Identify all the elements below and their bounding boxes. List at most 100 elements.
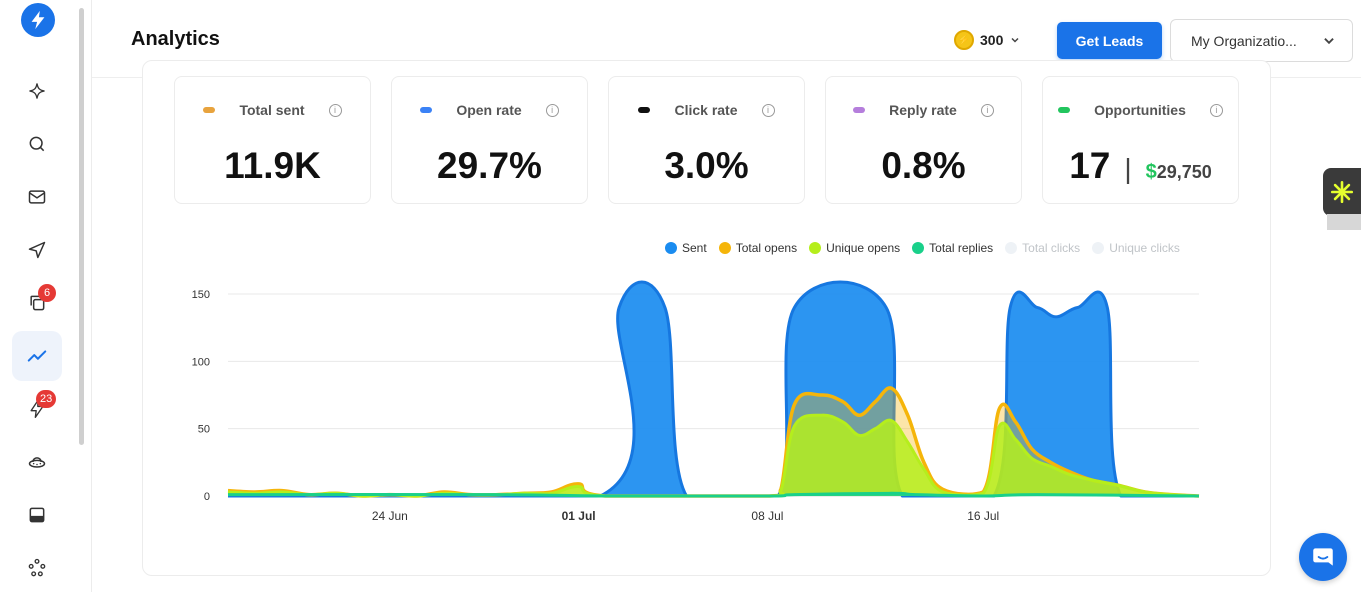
sidebar-item-search[interactable] <box>12 119 62 169</box>
info-icon[interactable]: i <box>545 103 559 117</box>
copy-icon <box>30 295 45 311</box>
stat-card-reply-rate: Reply rate i 0.8% <box>825 76 1022 204</box>
stat-label: Open rate <box>456 102 522 118</box>
stat-label: Opportunities <box>1094 102 1186 118</box>
legend-label: Sent <box>682 241 707 255</box>
sidebar-item-send[interactable] <box>12 225 62 275</box>
legend-label: Unique opens <box>826 241 901 255</box>
chat-button[interactable] <box>1299 533 1347 581</box>
legend-swatch <box>912 242 925 254</box>
search-icon <box>29 136 45 152</box>
legend-swatch <box>1092 242 1105 254</box>
analytics-icon <box>27 350 47 362</box>
series-area-unique-opens <box>228 415 1199 496</box>
sidebar-item-network[interactable] <box>12 543 62 593</box>
sidebar-item-sparkle[interactable] <box>12 66 62 116</box>
info-icon[interactable]: i <box>980 103 994 117</box>
bolt-icon <box>30 400 44 418</box>
asterisk-icon <box>1330 180 1354 204</box>
stat-label: Click rate <box>674 102 738 118</box>
x-tick-label: 08 Jul <box>751 509 783 523</box>
legend-label: Total replies <box>929 241 994 255</box>
analytics-chart: 150 100 50 0 24 Jun 01 Jul 08 Jul 16 Jul <box>192 280 1200 523</box>
get-leads-button[interactable]: Get Leads <box>1057 22 1162 59</box>
series-dot <box>853 107 866 113</box>
chat-icon <box>1313 548 1333 566</box>
legend-label: Total opens <box>735 241 798 255</box>
inbox-icon <box>29 507 45 523</box>
legend-swatch <box>809 242 822 254</box>
series-dot <box>420 107 433 113</box>
stat-value: 0.8% <box>881 145 966 186</box>
series-dot <box>1058 107 1071 113</box>
x-tick-label: 16 Jul <box>967 509 999 523</box>
info-icon[interactable]: i <box>761 103 775 117</box>
y-tick-label: 50 <box>198 424 210 436</box>
opportunities-amount: $29,750 <box>1146 161 1212 184</box>
sidebar: 6 23 <box>0 0 92 592</box>
coin-icon: ⚡ <box>954 30 974 50</box>
y-tick-label: 0 <box>204 491 210 503</box>
page-title: Analytics <box>131 28 220 50</box>
opportunities-value: 17 | $29,750 <box>1043 145 1238 187</box>
opportunities-money: 29,750 <box>1156 162 1212 182</box>
sidebar-item-inbox[interactable] <box>12 490 62 540</box>
y-tick-label: 150 <box>192 289 210 301</box>
legend-item[interactable]: Unique clicks <box>1092 241 1180 255</box>
mail-icon <box>28 190 46 204</box>
stat-label: Reply rate <box>889 102 957 118</box>
app-logo[interactable] <box>21 3 55 37</box>
stat-card-click-rate: Click rate i 3.0% <box>608 76 805 204</box>
info-icon[interactable]: i <box>1209 103 1223 117</box>
organization-select[interactable]: My Organizatio... <box>1170 19 1353 62</box>
legend-swatch <box>1005 242 1018 254</box>
legend-label: Unique clicks <box>1109 241 1180 255</box>
chart-legend: Sent Total opens Unique opens Total replies… <box>665 241 1180 255</box>
stat-card-opportunities: Opportunities i 17 | $29,750 <box>1042 76 1239 204</box>
send-icon <box>28 241 46 259</box>
feedback-widget-tab <box>1327 214 1361 230</box>
series-line-sent <box>227 280 1199 498</box>
series-line-total-replies <box>227 491 1200 498</box>
stat-value: 29.7% <box>437 145 542 186</box>
notification-badge: 6 <box>38 284 56 302</box>
divider: | <box>1124 153 1132 184</box>
sidebar-item-bolt[interactable]: 23 <box>12 384 62 434</box>
network-icon <box>28 558 46 577</box>
credits-count: 300 <box>980 32 1004 48</box>
chevron-down-icon <box>1324 38 1334 45</box>
sparkle-icon <box>29 83 45 99</box>
legend-label: Total clicks <box>1022 241 1081 255</box>
notification-badge: 23 <box>36 390 57 408</box>
legend-swatch <box>718 242 731 254</box>
organization-label: My Organizatio... <box>1191 32 1297 49</box>
x-tick-label: 24 Jun <box>372 509 408 523</box>
legend-item[interactable]: Total replies <box>912 241 993 255</box>
legend-item[interactable]: Total clicks <box>1005 241 1080 255</box>
ufo-icon <box>28 457 46 468</box>
legend-item[interactable]: Sent <box>665 241 707 255</box>
chevron-down-icon <box>1011 37 1019 43</box>
sidebar-item-mail[interactable] <box>12 172 62 222</box>
stat-card-open-rate: Open rate i 29.7% <box>391 76 588 204</box>
stat-label: Total sent <box>239 102 305 118</box>
currency-symbol: $ <box>1145 161 1157 183</box>
bolt-logo-icon <box>31 10 45 30</box>
legend-item[interactable]: Total opens <box>718 241 798 255</box>
sidebar-item-ufo[interactable] <box>12 437 62 487</box>
feedback-widget[interactable] <box>1323 168 1361 216</box>
y-tick-label: 100 <box>192 356 210 368</box>
legend-item[interactable]: Unique opens <box>809 241 900 255</box>
series-dot <box>638 107 651 113</box>
credits-dropdown[interactable]: ⚡ 300 <box>954 30 1021 50</box>
sidebar-scrollbar[interactable] <box>79 8 84 445</box>
sidebar-item-copy[interactable]: 6 <box>12 278 62 328</box>
info-icon[interactable]: i <box>328 103 342 117</box>
series-dot <box>203 107 216 113</box>
stat-value: 3.0% <box>664 145 749 186</box>
series-area-sent <box>228 282 1199 496</box>
legend-swatch <box>665 242 677 254</box>
stat-card-total-sent: Total sent i 11.9K <box>174 76 371 204</box>
x-tick-label: 01 Jul <box>562 509 596 523</box>
sidebar-item-analytics[interactable] <box>12 331 62 381</box>
